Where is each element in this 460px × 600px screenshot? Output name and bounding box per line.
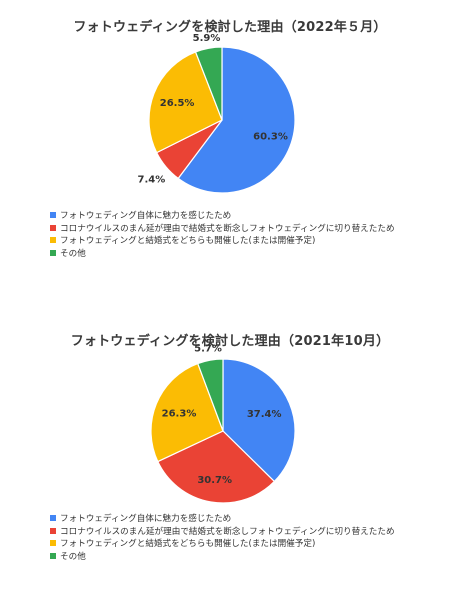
chart-legend: フォトウェディング自体に魅力を感じたため コロナウイルスのまん延が理由で結婚式を… xyxy=(50,513,395,563)
pie-slice xyxy=(148,51,223,154)
legend-swatch xyxy=(50,249,56,256)
data-label: 5.7% xyxy=(194,344,222,355)
legend-swatch xyxy=(50,237,56,243)
pie-chart-svg: 37.4% 30.7% 26.3% 5.7% xyxy=(150,344,296,504)
legend-swatch xyxy=(50,552,56,559)
pie-slice xyxy=(156,430,276,504)
legend-label: その他 xyxy=(60,551,86,562)
legend-swatch xyxy=(50,540,56,546)
chart-legend: フォトウェディング自体に魅力を感じたため コロナウイルスのまん延が理由で結婚式を… xyxy=(50,210,395,260)
legend-item: コロナウイルスのまん延が理由で結婚式を断念しフォトウェディングに切り替えたため xyxy=(50,223,395,236)
chart-title: フォトウェディングを検討した理由（2021年10月） xyxy=(70,334,390,349)
pie-slice xyxy=(194,46,223,121)
pie-chart-2022-may: フォトウェディングを検討した理由（2022年５月） 60.3% 7.4% 26.5%… xyxy=(50,20,395,260)
legend-item: その他 xyxy=(50,248,395,261)
legend-item: フォトウェディングと結婚式をどちらも開催した(または開催予定) xyxy=(50,538,395,551)
legend-swatch xyxy=(50,515,56,521)
pie-chart-svg: 60.3% 7.4% 26.5% 5.9% xyxy=(138,33,296,194)
data-label: 26.5% xyxy=(160,98,195,109)
legend-label: フォトウェディングと結婚式をどちらも開催した(または開催予定) xyxy=(60,539,316,549)
legend-label: コロナウイルスのまん延が理由で結婚式を断念しフォトウェディングに切り替えたため xyxy=(60,223,395,234)
data-label: 60.3% xyxy=(253,132,288,143)
legend-label: フォトウェディング自体に魅力を感じたため xyxy=(60,211,232,221)
legend-swatch xyxy=(50,224,56,231)
legend-item: フォトウェディングと結婚式をどちらも開催した(または開催予定) xyxy=(50,235,395,248)
legend-item: フォトウェディング自体に魅力を感じたため xyxy=(50,210,395,223)
pie-slice xyxy=(150,362,224,463)
pie-slice xyxy=(197,358,224,432)
data-label: 7.4% xyxy=(138,174,166,185)
legend-swatch xyxy=(50,212,56,218)
legend-label: コロナウイルスのまん延が理由で結婚式を断念しフォトウェディングに切り替えたため xyxy=(60,526,395,537)
legend-label: フォトウェディング自体に魅力を感じたため xyxy=(60,514,232,524)
data-label: 5.9% xyxy=(193,33,221,44)
legend-label: その他 xyxy=(60,248,86,259)
legend-item: フォトウェディング自体に魅力を感じたため xyxy=(50,513,395,526)
chart-title: フォトウェディングを検討した理由（2022年５月） xyxy=(73,20,387,35)
data-label: 26.3% xyxy=(162,409,197,420)
data-label: 30.7% xyxy=(197,475,232,486)
pie-slice xyxy=(222,358,296,483)
legend-label: フォトウェディングと結婚式をどちらも開催した(または開催予定) xyxy=(60,236,316,246)
legend-item: その他 xyxy=(50,551,395,564)
pie-chart-2021-oct: フォトウェディングを検討した理由（2021年10月） 37.4% 30.7% 26.… xyxy=(0,318,460,600)
pie-slice xyxy=(177,46,296,194)
data-label: 37.4% xyxy=(247,409,282,420)
legend-item: コロナウイルスのまん延が理由で結婚式を断念しフォトウェディングに切り替えたため xyxy=(50,526,395,539)
legend-swatch xyxy=(50,527,56,534)
